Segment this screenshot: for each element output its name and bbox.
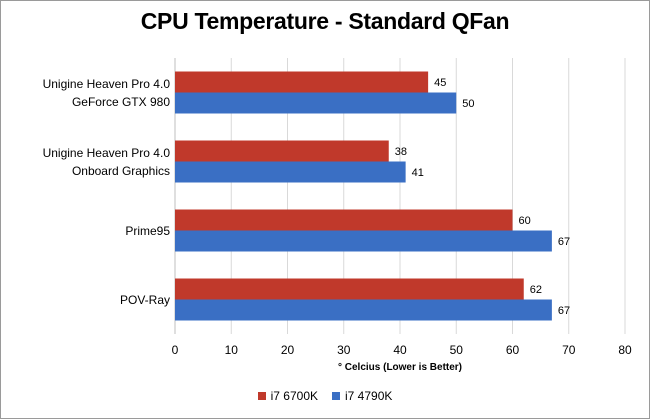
x-tick-label: 20 — [281, 343, 295, 357]
category-label: POV-Ray — [0, 291, 170, 309]
category-label: Prime95 — [0, 222, 170, 240]
bar — [175, 230, 552, 252]
data-label: 67 — [558, 305, 570, 317]
category-label-line: Prime95 — [125, 223, 170, 238]
category-label-line: Unigine Heaven Pro 4.0 — [42, 76, 170, 91]
legend-swatch — [257, 392, 266, 400]
category-label: Unigine Heaven Pro 4.0 GeForce GTX 980 — [0, 75, 170, 111]
x-axis-title: ° Celcius (Lower is Better) — [337, 362, 463, 373]
category-label-line: POV-Ray — [119, 292, 170, 307]
data-label: 38 — [395, 146, 407, 158]
bar — [175, 161, 406, 183]
bar — [175, 209, 513, 231]
legend-item: i7 4790K — [332, 389, 392, 403]
bar — [175, 71, 429, 93]
legend-swatch — [332, 392, 340, 400]
bar — [175, 92, 457, 114]
legend-label: i7 4790K — [345, 389, 393, 403]
x-tick-label: 70 — [562, 343, 576, 357]
category-label-line: Unigine Heaven Pro 4.0 — [42, 145, 170, 160]
data-label: 50 — [462, 98, 474, 110]
legend: i7 6700K i7 4790K — [0, 389, 650, 403]
category-label-line: Onboard Graphics — [71, 163, 170, 178]
data-label: 45 — [434, 77, 446, 89]
legend-item: i7 6700K — [257, 389, 318, 403]
bar — [175, 299, 552, 321]
x-tick-label: 30 — [337, 343, 351, 357]
x-tick-label: 60 — [506, 343, 520, 357]
x-tick-label: 80 — [618, 343, 632, 357]
data-label: 41 — [412, 167, 424, 179]
category-label: Unigine Heaven Pro 4.0 Onboard Graphics — [0, 144, 170, 180]
bar — [175, 278, 524, 300]
data-label: 62 — [530, 284, 542, 296]
data-label: 67 — [558, 236, 570, 248]
x-tick-label: 10 — [225, 343, 239, 357]
chart-title: CPU Temperature - Standard QFan — [140, 8, 510, 34]
x-tick-label: 40 — [393, 343, 407, 357]
x-tick-label: 50 — [450, 343, 464, 357]
legend-label: i7 6700K — [270, 389, 318, 403]
category-label-line: GeForce GTX 980 — [71, 94, 170, 109]
bar — [175, 140, 389, 162]
data-label: 60 — [519, 215, 531, 227]
x-tick-label: 0 — [172, 343, 179, 357]
